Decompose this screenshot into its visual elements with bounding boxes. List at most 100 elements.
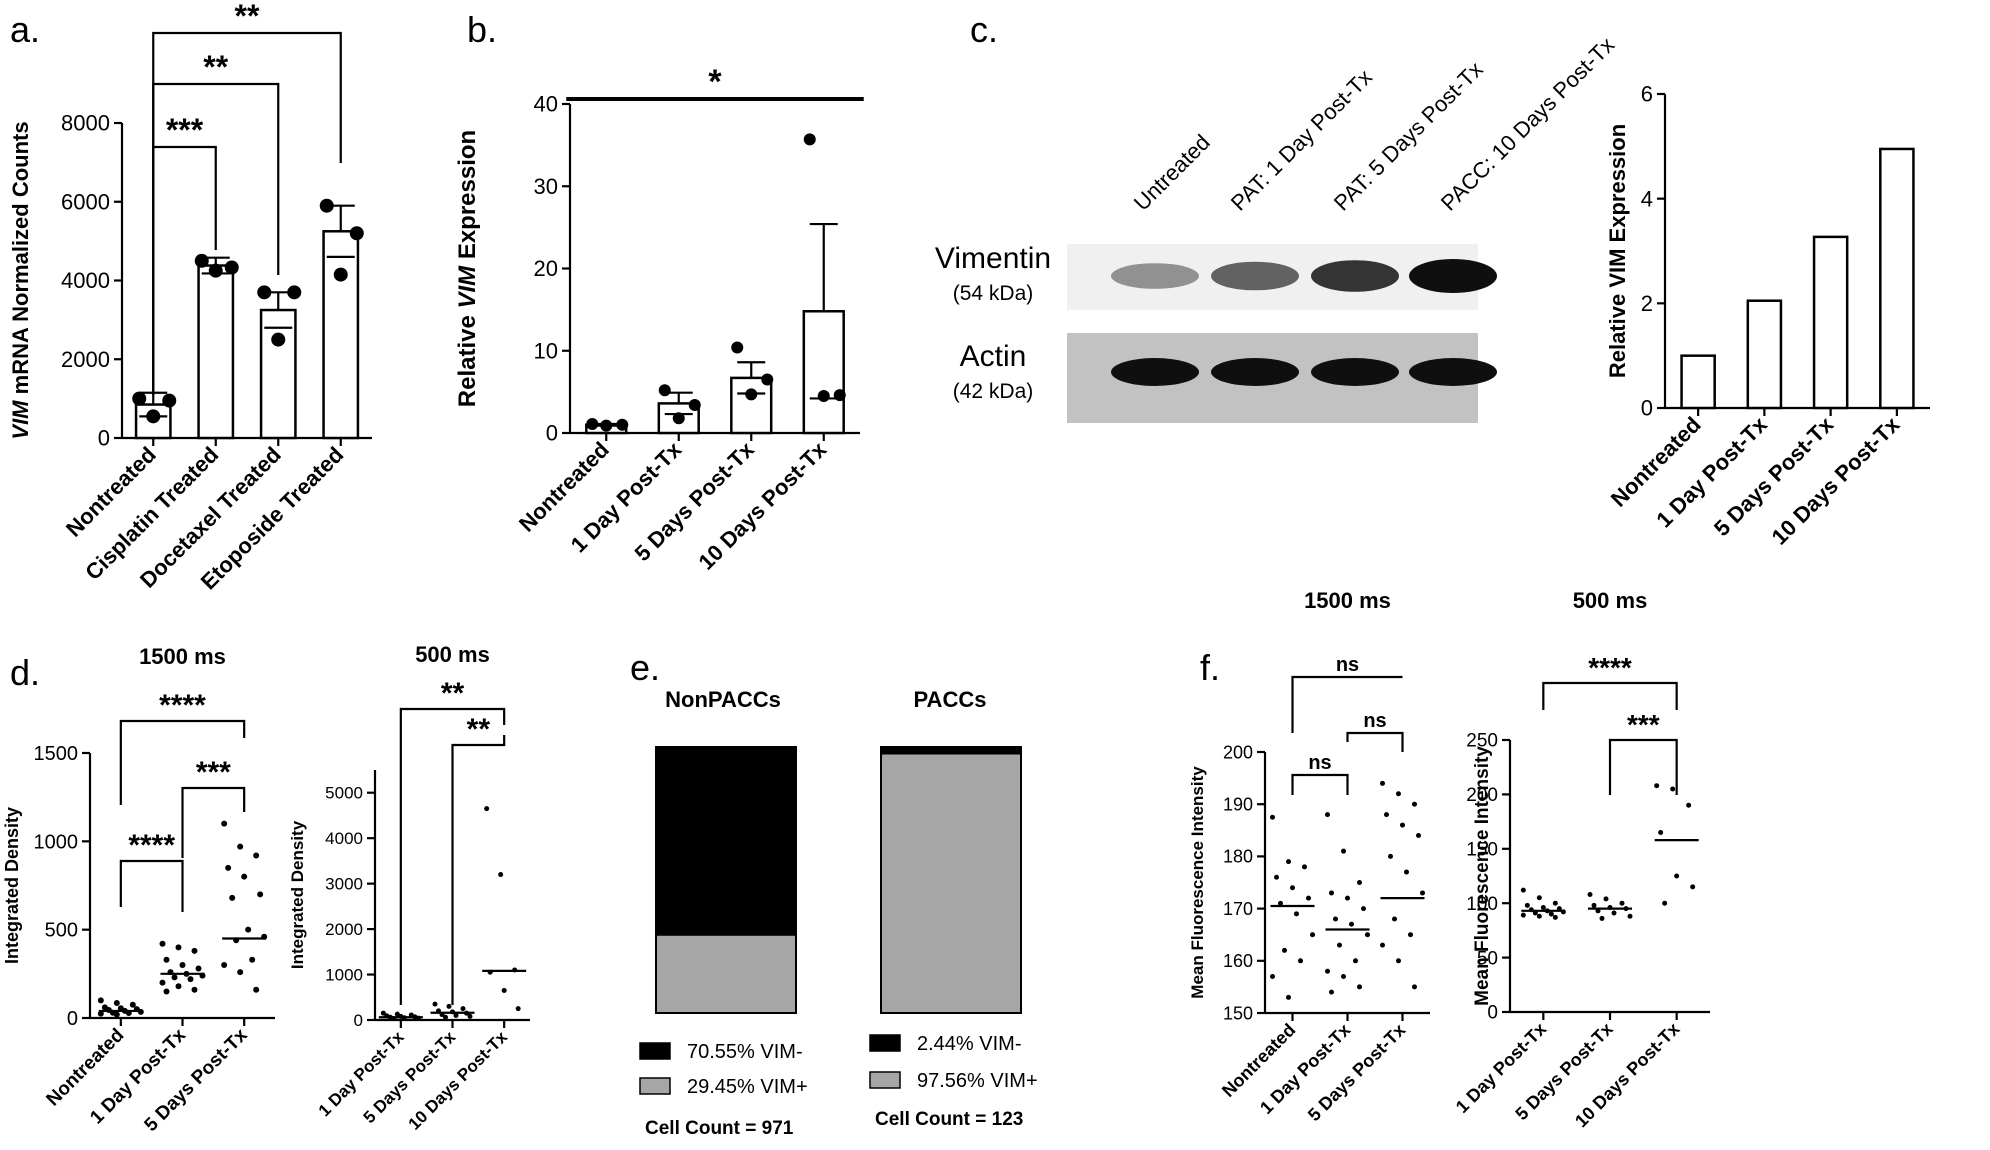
data-point <box>501 987 507 993</box>
significance-label: *** <box>1627 709 1660 740</box>
data-point <box>1278 900 1283 906</box>
y-tick-label: 500 <box>45 920 78 942</box>
y-tick-label: 6000 <box>61 189 110 214</box>
blot-row-kda: (54 kDa) <box>953 282 1034 305</box>
chart-d2: 0 1000 2000 3000 4000 5000 1 Day Post-Tx5 Days… <box>288 642 530 1134</box>
y-tick-label: 2 <box>1641 291 1653 316</box>
data-point <box>467 1013 473 1019</box>
cell-count: Cell Count = 971 <box>645 1118 794 1139</box>
data-point <box>1337 942 1342 948</box>
data-point <box>249 956 256 963</box>
data-point <box>194 253 209 268</box>
y-tick-label: 0 <box>354 1011 363 1030</box>
significance-bracket <box>1291 675 1403 733</box>
y-tick-label: 50 <box>1477 948 1498 969</box>
significance-label: **** <box>159 689 206 722</box>
y-axis-label: Relative VIM Expression <box>454 130 481 407</box>
data-point <box>1329 890 1334 896</box>
data-point <box>1587 891 1593 897</box>
y-tick-label: 4000 <box>61 268 110 293</box>
data-point <box>195 965 202 972</box>
blot-band <box>1409 259 1497 293</box>
significance-bracket <box>119 859 184 912</box>
y-tick-label: 150 <box>1466 839 1498 860</box>
data-point <box>1329 989 1334 995</box>
data-point <box>1591 902 1597 908</box>
data-point <box>229 894 236 901</box>
chart-title: 500 ms <box>415 642 490 667</box>
data-point <box>1627 913 1633 919</box>
y-tick-label: 4 <box>1641 186 1653 211</box>
y-tick-label: 20 <box>534 256 558 281</box>
data-point <box>586 417 599 430</box>
data-point <box>1420 890 1425 896</box>
data-point <box>1388 853 1393 859</box>
data-point <box>658 384 671 397</box>
stack-segment-vim-pos <box>655 933 797 1015</box>
data-point <box>460 1006 466 1012</box>
data-point <box>1345 895 1350 901</box>
stack-segment-vim-neg <box>655 746 797 936</box>
y-tick-label: 0 <box>98 426 110 451</box>
significance-label: ns <box>1336 654 1359 676</box>
data-point <box>1536 913 1542 919</box>
y-tick-label: 1000 <box>325 965 363 984</box>
stack-title: NonPACCs <box>665 687 781 712</box>
y-tick-label: 1500 <box>34 743 79 765</box>
blot-band <box>1211 358 1299 386</box>
data-point <box>432 1001 438 1007</box>
data-point <box>688 399 701 412</box>
y-tick-label: 0 <box>546 421 558 446</box>
data-point <box>1540 905 1546 911</box>
y-tick-label: 30 <box>534 174 558 199</box>
data-point <box>1619 900 1625 906</box>
y-tick-label: 180 <box>1223 847 1253 867</box>
data-point <box>171 974 178 981</box>
significance-bracket <box>1608 738 1678 795</box>
significance-label: ns <box>1363 710 1386 732</box>
data-point <box>484 806 490 812</box>
x-tick-label: 5 Days Post-Tx <box>1709 411 1839 541</box>
data-point <box>1349 921 1354 927</box>
bar <box>197 264 235 440</box>
data-point <box>1270 814 1275 820</box>
x-tick-label: 5 Days Post-Tx <box>141 1024 252 1135</box>
data-point <box>1294 911 1299 917</box>
data-point <box>1392 916 1397 922</box>
data-point <box>1282 947 1287 953</box>
y-tick-label: 100 <box>1466 894 1498 915</box>
y-axis-label: Integrated Density <box>2 807 22 964</box>
y-tick-label: 8000 <box>61 111 110 136</box>
cell-count: Cell Count = 123 <box>875 1109 1023 1130</box>
data-point <box>1325 812 1330 818</box>
bar <box>1680 354 1716 410</box>
data-point <box>132 391 147 406</box>
data-point <box>1286 994 1291 1000</box>
y-axis-label-rest: mRNA Normalized Counts <box>8 121 33 400</box>
data-point <box>761 373 774 386</box>
data-point <box>1552 914 1558 920</box>
data-point <box>175 983 182 990</box>
legend-swatch-neg <box>639 1042 671 1060</box>
data-point <box>97 1010 104 1017</box>
data-point <box>187 976 194 983</box>
data-point <box>1552 900 1558 906</box>
panel-label-b: b. <box>467 9 497 50</box>
blot-row-label: Actin <box>960 340 1027 373</box>
data-point <box>179 962 186 968</box>
data-point <box>1341 973 1346 979</box>
data-point <box>1380 780 1385 786</box>
legend-label-pos: 29.45% VIM+ <box>687 1076 808 1098</box>
data-point <box>1274 874 1279 880</box>
significance-bracket <box>399 707 506 1005</box>
legend-label-pos: 97.56% VIM+ <box>917 1070 1038 1092</box>
y-tick-label: 4000 <box>325 829 363 848</box>
y-axis-label-italic: VIM <box>454 265 481 309</box>
blot-band <box>1311 358 1399 386</box>
y-tick-label: 0 <box>1487 1003 1498 1024</box>
y-tick-label: 1000 <box>34 831 79 853</box>
stack-title: PACCs <box>914 687 987 712</box>
data-point <box>1611 910 1617 916</box>
